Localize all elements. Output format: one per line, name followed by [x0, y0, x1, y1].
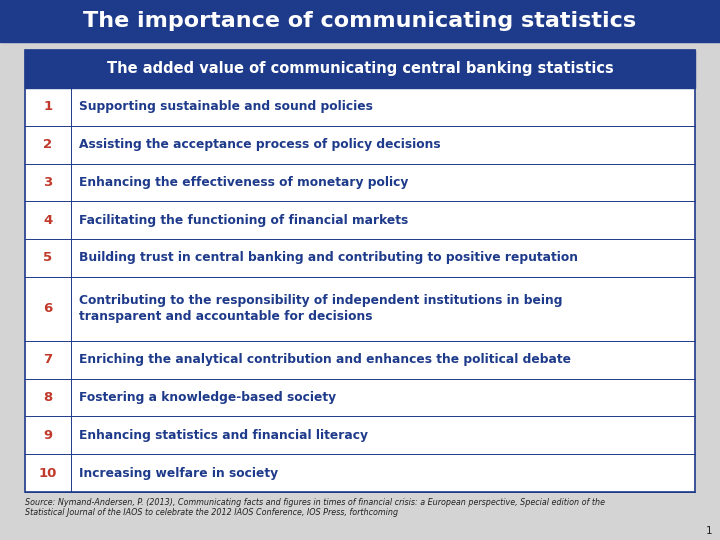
Bar: [0, 0, 720, 42]
Text: Building trust in central banking and contributing to positive reputation: Building trust in central banking and co…: [79, 252, 578, 265]
Text: The added value of communicating central banking statistics: The added value of communicating central…: [107, 62, 613, 77]
Text: Enhancing statistics and financial literacy: Enhancing statistics and financial liter…: [79, 429, 368, 442]
Text: Supporting sustainable and sound policies: Supporting sustainable and sound policie…: [79, 100, 373, 113]
Text: Increasing welfare in society: Increasing welfare in society: [79, 467, 278, 480]
Text: Assisting the acceptance process of policy decisions: Assisting the acceptance process of poli…: [79, 138, 441, 151]
Text: 4: 4: [43, 214, 53, 227]
Text: Fostering a knowledge-based society: Fostering a knowledge-based society: [79, 391, 336, 404]
Text: 7: 7: [43, 353, 53, 366]
Text: Contributing to the responsibility of independent institutions in being
transpar: Contributing to the responsibility of in…: [79, 294, 562, 323]
Text: The importance of communicating statistics: The importance of communicating statisti…: [84, 11, 636, 31]
Text: 2: 2: [43, 138, 53, 151]
Text: 6: 6: [43, 302, 53, 315]
Text: 3: 3: [43, 176, 53, 189]
Text: Source: Nymand-Andersen, P. (2013), Communicating facts and figures in times of : Source: Nymand-Andersen, P. (2013), Comm…: [25, 498, 605, 517]
Text: 9: 9: [43, 429, 53, 442]
Text: 1: 1: [43, 100, 53, 113]
Text: Facilitating the functioning of financial markets: Facilitating the functioning of financia…: [79, 214, 408, 227]
Text: 5: 5: [43, 252, 53, 265]
Bar: [25, 50, 695, 88]
Bar: [25, 50, 695, 492]
Text: 1: 1: [706, 526, 712, 536]
Text: Enhancing the effectiveness of monetary policy: Enhancing the effectiveness of monetary …: [79, 176, 408, 189]
Text: Enriching the analytical contribution and enhances the political debate: Enriching the analytical contribution an…: [79, 353, 571, 366]
Text: 8: 8: [43, 391, 53, 404]
Text: 10: 10: [39, 467, 57, 480]
